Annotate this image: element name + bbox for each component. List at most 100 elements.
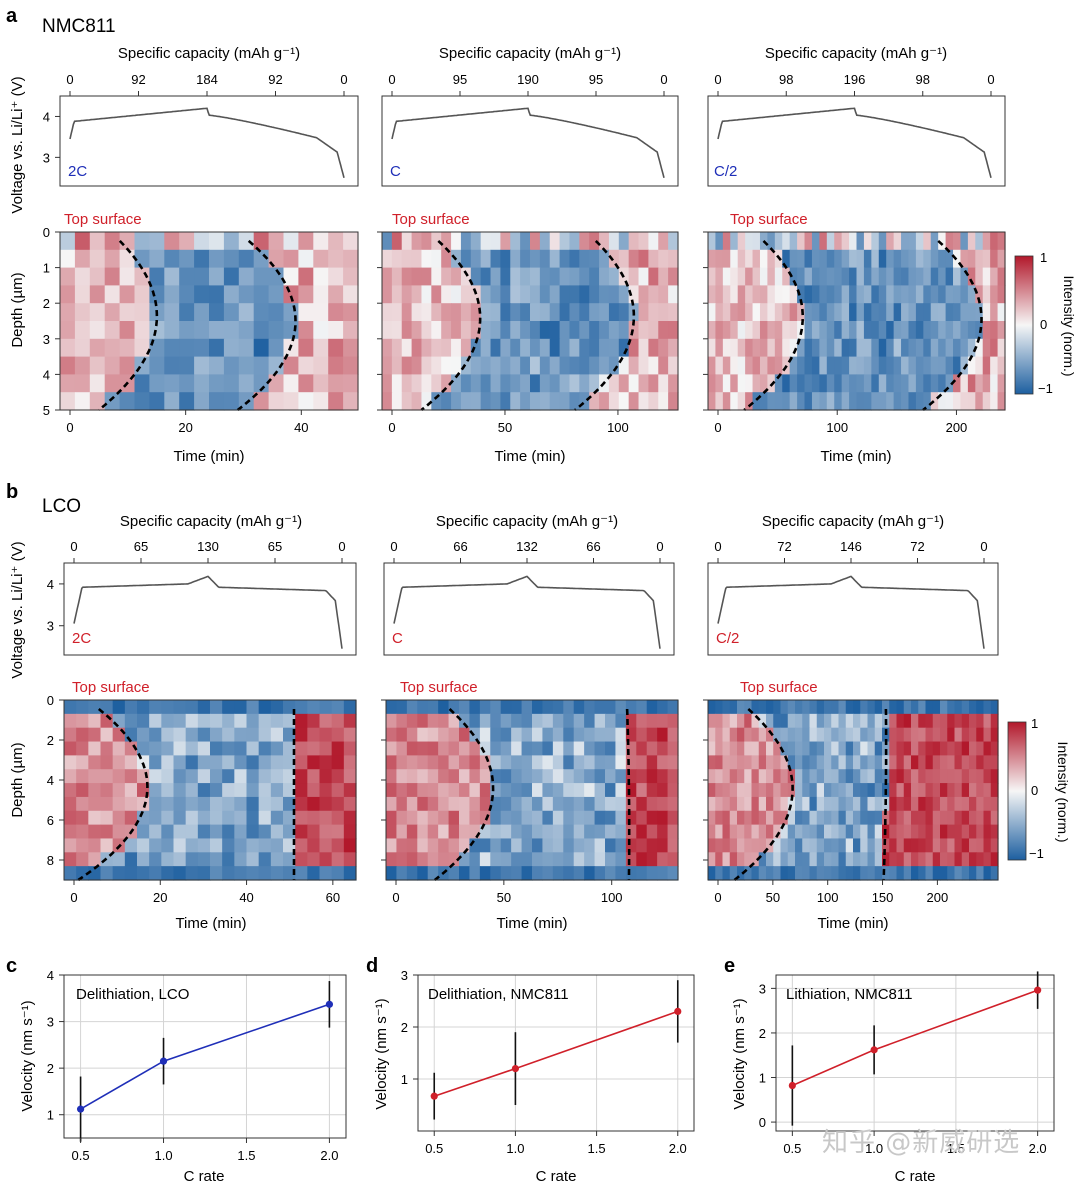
heatmap-cell: [960, 356, 969, 375]
heatmap-cell: [88, 866, 102, 881]
heatmap-cell: [469, 700, 481, 715]
heatmap-cell: [490, 285, 501, 304]
heatmap-cell: [210, 755, 223, 770]
heatmap-cell: [569, 356, 580, 375]
front-line-2: [625, 708, 631, 880]
heatmap-cell: [599, 392, 610, 411]
heatmap-cell: [625, 741, 637, 756]
heatmap-cell: [932, 796, 941, 812]
heatmap-cell: [511, 838, 523, 853]
velocity-tick-label: 3: [759, 981, 766, 996]
heatmap-cell: [874, 755, 883, 770]
heatmap-cell: [874, 866, 883, 881]
heatmap-cell: [283, 783, 296, 798]
heatmap-cell: [197, 713, 211, 729]
heatmap-cell: [594, 838, 606, 853]
heatmap-cell: [646, 824, 658, 840]
heatmap-cell: [417, 755, 429, 770]
heatmap-cell: [780, 852, 789, 867]
heatmap-cell: [969, 769, 977, 784]
heatmap-cell: [841, 338, 850, 358]
heatmap-cell: [584, 866, 596, 881]
voltage-curve: [73, 575, 343, 649]
heatmap-cell: [658, 374, 669, 393]
heatmap-cell: [990, 374, 999, 393]
heatmap-cell: [460, 267, 472, 286]
heatmap-cell: [954, 769, 963, 784]
heatmap-cell: [427, 755, 439, 770]
heatmap-cell: [594, 866, 606, 881]
heatmap-cell: [396, 810, 408, 826]
heatmap-cell: [319, 755, 333, 770]
capacity-tick-label: 132: [516, 539, 538, 554]
depth-axis-label-b: Depth (µm): [9, 742, 26, 817]
heatmap-cell: [608, 374, 620, 393]
heatmap-cell: [573, 810, 585, 826]
heatmap-cell: [270, 741, 284, 756]
heatmap-cell: [608, 285, 620, 304]
heatmap-cell: [816, 700, 825, 715]
time-tick-label: 100: [601, 890, 623, 905]
heatmap-cell: [708, 796, 716, 812]
heatmap-cell: [615, 852, 627, 867]
heatmap-cell: [270, 866, 284, 881]
heatmap-cell: [969, 866, 977, 881]
heatmap-cell: [295, 769, 308, 784]
heatmap-cell: [579, 392, 590, 411]
heatmap-cell: [386, 824, 398, 840]
heatmap-cell: [787, 713, 796, 729]
heatmap-cell: [615, 741, 627, 756]
capacity-tick-label: 0: [987, 72, 994, 87]
heatmap-cell: [382, 249, 393, 269]
heatmap-cell: [270, 824, 284, 840]
heatmap-cell: [911, 796, 919, 812]
velocity-tick-label: 4: [47, 968, 54, 983]
capacity-axis-title: Specific capacity (mAh g⁻¹): [762, 513, 944, 530]
heatmap-cell: [976, 838, 985, 853]
heatmap-cell: [863, 249, 872, 269]
capacity-tick-label: 92: [131, 72, 145, 87]
heatmap-cell: [470, 303, 482, 322]
heatmap-cell: [915, 374, 924, 393]
heatmap-cell: [137, 741, 150, 756]
heatmap-cell: [599, 232, 610, 251]
heatmap-cell: [417, 838, 429, 853]
heatmap-cell: [563, 796, 575, 812]
capacity-tick-label: 65: [268, 539, 282, 554]
heatmap-cell: [500, 374, 511, 393]
heatmap-cell: [521, 810, 533, 826]
heatmap-cell: [744, 796, 753, 812]
heatmap-cell: [401, 285, 413, 304]
heatmap-cell: [88, 727, 102, 743]
heatmap-cell: [889, 866, 898, 881]
heatmap-cell: [164, 321, 180, 340]
heatmap-cell: [960, 374, 969, 393]
heatmap-cell: [990, 824, 999, 840]
heatmap-cell: [729, 769, 738, 784]
heatmap-cell: [863, 232, 872, 251]
heatmap-cell: [307, 727, 321, 743]
heatmap-cell: [431, 321, 442, 340]
heatmap-cell: [845, 713, 854, 729]
heatmap-cell: [223, 321, 240, 340]
heatmap-cell: [521, 727, 533, 743]
heatmap-cell: [901, 356, 910, 375]
heatmap-cell: [841, 267, 850, 286]
heatmap-cell: [112, 713, 126, 729]
heatmap-cell: [863, 392, 872, 411]
heatmap-cell: [940, 783, 948, 798]
heatmap-cell: [469, 796, 481, 812]
heatmap-cell: [521, 769, 533, 784]
heatmap-cell: [715, 741, 724, 756]
heatmap-cell: [246, 796, 260, 812]
heatmap-cell: [901, 232, 910, 251]
heatmap-cell: [730, 249, 739, 269]
heatmap-cell: [878, 232, 887, 251]
heatmap-cell: [89, 249, 106, 269]
heatmap-cell: [460, 392, 472, 411]
heatmap-cell: [64, 796, 77, 812]
heatmap-cell: [532, 838, 544, 853]
heatmap-cell: [386, 755, 398, 770]
heatmap-cell: [149, 700, 162, 715]
heatmap-cell: [64, 824, 77, 840]
